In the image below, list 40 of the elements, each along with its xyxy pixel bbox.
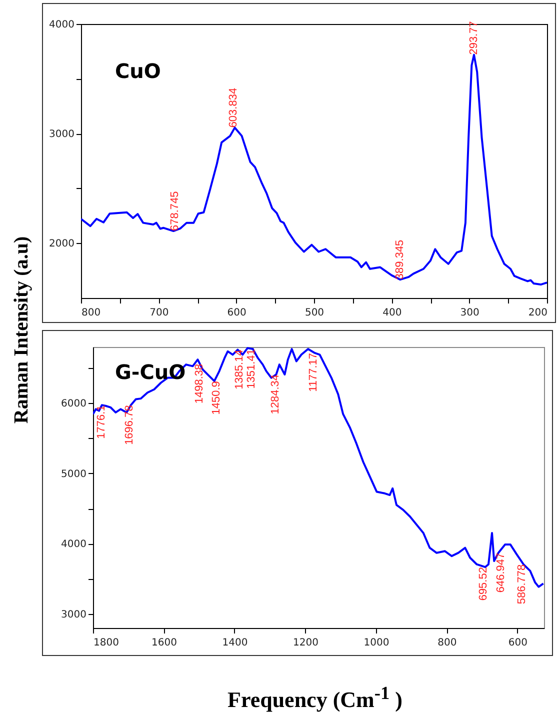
y-axis-title: Raman Intensity (a.u) — [10, 236, 34, 424]
annotation: 603.834 — [227, 88, 240, 128]
annotation: 678.745 — [169, 191, 182, 232]
x-tick-label: 1800 — [94, 638, 119, 648]
annotation: 389.345 — [394, 240, 406, 280]
y-tick-label: 4000 — [61, 539, 86, 550]
annotation: 1385.14 — [234, 350, 246, 390]
x-tick-label: 200 — [528, 308, 548, 318]
y-tick-label: 3000 — [61, 609, 86, 620]
annotation: 1177.17 — [307, 352, 320, 392]
x-tick-label: 800 — [438, 638, 457, 648]
x-tick-label: 700 — [150, 308, 169, 318]
x-tick-label: 1000 — [364, 638, 390, 648]
x-tick-label: 800 — [82, 308, 101, 318]
annotation: 586.778 — [516, 564, 528, 604]
annotation: 1776.1 — [95, 405, 108, 439]
annotation: 293.77 — [468, 21, 480, 55]
annotation: 1498.38 — [194, 364, 206, 404]
y-tick-label: 5000 — [61, 468, 86, 480]
x-tick-label: 500 — [304, 308, 324, 318]
annotation: 646.947 — [494, 552, 507, 593]
y-tick-label: 2000 — [49, 238, 74, 250]
x-tick-label: 1400 — [222, 638, 248, 648]
x-tick-label: 400 — [382, 308, 402, 318]
x-tick-label: 1600 — [152, 638, 177, 648]
x-axis-title: Frequency (Cm$^{-1}$ ) — [228, 682, 402, 714]
y-tick-label: 3000 — [49, 129, 74, 140]
x-tick-label: 300 — [460, 308, 480, 318]
y-tick-label: 6000 — [61, 398, 86, 410]
x-tick-label: 600 — [227, 308, 246, 318]
annotation: 695.52 — [478, 567, 490, 601]
y-tick-label: 4000 — [49, 20, 74, 30]
line-series — [81, 54, 547, 286]
x-tick-label: 600 — [508, 638, 528, 648]
annotation: 1351.41 — [246, 349, 258, 389]
annotation: 1284.34 — [269, 374, 282, 414]
text: CuO — [115, 59, 161, 83]
annotation: 1450.9 — [210, 381, 222, 415]
annotation: 1696.78 — [124, 405, 136, 445]
x-tick-label: 1200 — [293, 638, 318, 648]
